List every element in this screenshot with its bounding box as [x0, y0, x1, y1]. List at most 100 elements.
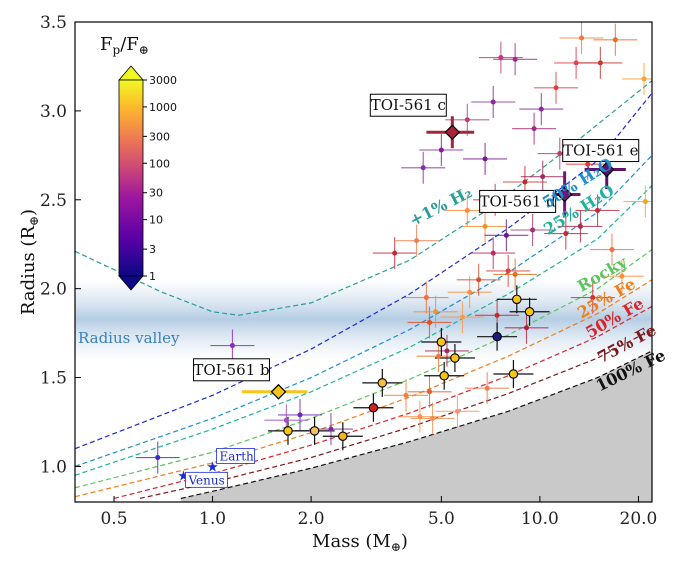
planet-point [403, 392, 409, 398]
planet-point [467, 289, 473, 295]
solar-label: Venus [187, 473, 224, 487]
composition-curve [75, 279, 652, 498]
planet-point [512, 56, 518, 62]
composition-curve [75, 154, 652, 467]
planet-point [420, 165, 426, 171]
planet-point [459, 314, 465, 320]
composition-curve [75, 80, 652, 316]
colorbar-lower-cap [118, 275, 144, 291]
y-axis-label: Radius (R⊕) [18, 209, 41, 315]
planet-point [464, 207, 470, 213]
x-tick-label: 5.0 [428, 509, 455, 529]
solar-label: Earth [220, 449, 254, 463]
iron-excluded-region [180, 350, 652, 502]
solar-label-box [185, 471, 228, 488]
precise-planet-point [309, 426, 320, 436]
toi561-label: TOI-561 b [193, 361, 269, 379]
planet-point [427, 319, 433, 325]
planet-point [573, 60, 579, 66]
planet-point [490, 250, 496, 256]
planet-point [297, 412, 303, 418]
planet-point [328, 426, 334, 432]
precise-planet-point [439, 371, 449, 381]
planet-point [392, 250, 398, 256]
planet-point [522, 179, 528, 185]
planet-point [579, 35, 585, 41]
precise-planet-point [492, 331, 502, 342]
colorbar-upper-cap [118, 65, 144, 81]
composition-curve [180, 350, 652, 499]
planet-point [503, 232, 509, 238]
y-tick-label: 1.0 [40, 457, 67, 477]
planet-point [444, 348, 450, 354]
planet-point [585, 161, 591, 167]
precise-planet-point [512, 294, 522, 305]
toi561-label-box [369, 93, 447, 117]
plot-frame [74, 21, 653, 503]
planet-point [494, 312, 500, 318]
planet-point [427, 389, 433, 395]
planet-point [530, 227, 536, 233]
colorbar-tick-label: 3000 [149, 74, 177, 87]
radius-valley-label: Radius valley [78, 329, 180, 347]
planet-point [553, 85, 559, 91]
colorbar-bar [118, 79, 144, 277]
planet-point [490, 99, 496, 105]
planet-point [531, 126, 537, 132]
planet-point [595, 207, 601, 213]
planet-point [155, 455, 161, 461]
toi561-label: TOI-561 d [479, 192, 556, 210]
planet-point [512, 271, 518, 277]
colorbar-tick-label: 3 [149, 243, 156, 256]
planet-point [540, 174, 546, 180]
precise-planet-point [436, 337, 447, 347]
colorbar-tick-label: 300 [149, 130, 170, 143]
planet-point [590, 295, 596, 301]
planet-point [577, 223, 583, 229]
planet-point [482, 223, 488, 229]
x-tick-label: 1.0 [199, 509, 226, 529]
toi561-label-box [479, 189, 557, 213]
planet-point [414, 238, 420, 244]
x-tick-label: 2.0 [298, 509, 325, 529]
planet-point [229, 343, 235, 349]
precise-planet-point [508, 369, 519, 379]
planet-point [423, 295, 429, 301]
solar-star-icon: ★ [206, 459, 219, 475]
composition-curve [75, 185, 652, 476]
x-tick-label: 20.0 [620, 509, 658, 529]
planet-point [557, 151, 563, 157]
planet-point [609, 247, 615, 253]
planet-point [435, 353, 441, 359]
solar-label-box [216, 448, 255, 464]
planet-point [563, 231, 569, 237]
x-axis-label: Mass (M⊕) [312, 531, 408, 554]
precise-planet-point [338, 431, 348, 441]
planet-point [538, 106, 544, 112]
planet-point [641, 76, 647, 82]
planet-point [612, 37, 618, 43]
toi561-marker [556, 186, 573, 203]
colorbar-tick-label: 30 [149, 187, 163, 200]
planet-point [482, 156, 488, 162]
planet-point [484, 385, 490, 391]
colorbar: Fp/F⊕ 3000 1000 300 100 30 10 3 1 [100, 34, 177, 291]
planet-point [433, 309, 439, 315]
y-tick-label: 3.5 [40, 13, 67, 33]
colorbar-tick-label: 1 [149, 270, 156, 283]
y-tick-label: 3.0 [40, 102, 67, 122]
precise-planet-point [377, 378, 388, 388]
planet-point [524, 325, 530, 331]
planet-point [642, 199, 648, 205]
x-tick-label: 0.5 [100, 509, 127, 529]
y-tick-label: 2.0 [40, 280, 67, 300]
composition-curve [75, 249, 652, 489]
toi561-marker [444, 124, 461, 141]
colorbar-title: Fp/F⊕ [100, 34, 149, 57]
planet-point [438, 147, 444, 153]
planet-point [505, 268, 511, 274]
planet-point [454, 408, 460, 414]
toi561-label-box [562, 139, 640, 163]
x-tick-label: 10.0 [521, 509, 559, 529]
